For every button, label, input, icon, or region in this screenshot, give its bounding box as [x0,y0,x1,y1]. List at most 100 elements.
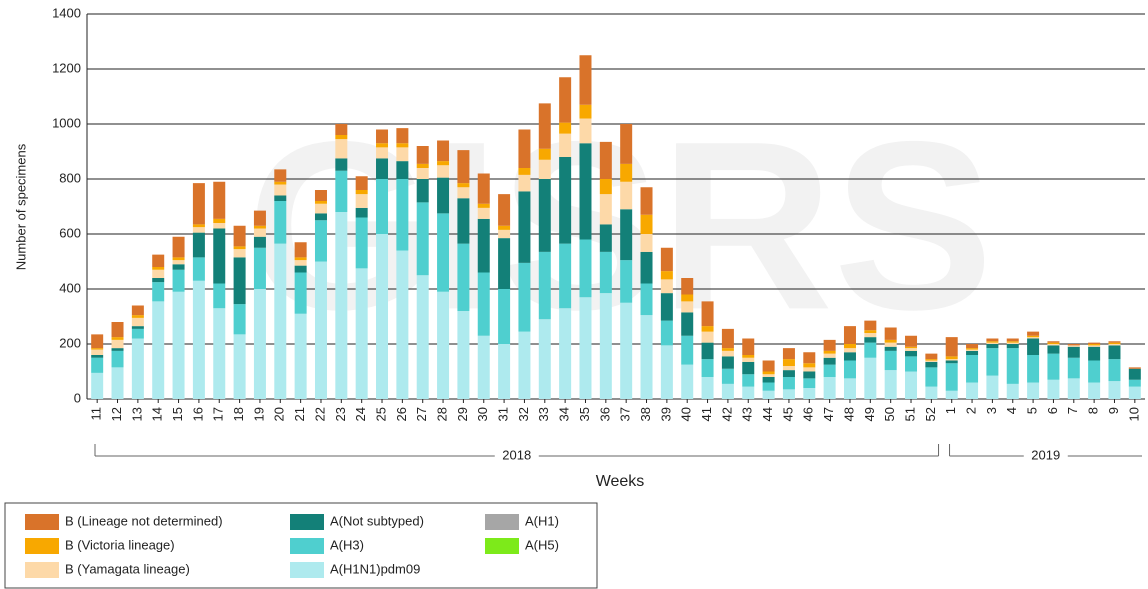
bar-segment [294,272,307,314]
bar-segment [681,364,694,399]
bar-segment [457,150,470,184]
bar-segment [681,335,694,365]
bar-segment [518,331,531,399]
bar-segment [742,386,755,399]
bar-segment [314,261,327,399]
bar-segment [294,265,307,273]
bar-segment [762,360,775,372]
bar-segment [803,388,816,399]
bar-segment [660,345,673,399]
bar-segment [477,173,490,204]
x-tick-label: 49 [862,407,877,421]
x-tick-label: 2 [963,407,978,414]
bar-segment [396,128,409,144]
x-tick-label: 40 [679,407,694,421]
bar-segment [640,315,653,399]
bar-segment [416,163,429,168]
bar-segment [986,342,999,344]
bar-segment [1006,383,1019,399]
bar-segment [172,260,185,265]
x-tick-label: 20 [272,407,287,421]
bar-segment [498,225,511,230]
bar-segment [579,297,592,399]
bar-segment [843,326,856,344]
bar-segment [274,181,287,185]
bar-segment [660,247,673,272]
bar-segment [437,140,450,162]
bar-segment [579,143,592,240]
year-label-bg [1023,448,1068,464]
bar-segment [620,163,633,182]
x-tick-label: 27 [414,407,429,421]
x-tick-label: 14 [150,407,165,421]
bar-segment [905,356,918,372]
bar-segment [416,179,429,203]
bar-segment [823,353,836,358]
bar-segment [762,371,775,375]
bar-segment [782,370,795,377]
bar-segment [986,375,999,399]
legend-swatch [485,538,519,554]
bar-segment [314,213,327,221]
bar-segment [945,337,958,357]
bar-segment [1006,348,1019,384]
bar-segment [131,338,144,399]
legend-swatch [290,538,324,554]
y-tick-label: 400 [59,280,81,295]
legend-swatch [25,538,59,554]
bar-segment [579,118,592,144]
bar-segment [966,350,979,355]
bar-segment [1128,367,1141,369]
bar-segment [599,224,612,252]
x-tick-label: 47 [821,407,836,421]
bar-segment [192,183,205,225]
x-tick-label: 50 [882,407,897,421]
bar-segment [1088,346,1101,361]
bar-segment [599,293,612,399]
bar-segment [1128,368,1141,380]
x-tick-label: 31 [496,407,511,421]
bar-segment [253,225,266,229]
bar-segment [905,371,918,399]
bar-segment [1006,341,1019,343]
bar-segment [884,327,897,340]
legend-swatch [290,514,324,530]
bar-segment [233,246,246,250]
bar-segment [742,357,755,362]
bar-segment [152,301,165,399]
bar-segment [620,209,633,261]
bar-segment [925,367,938,387]
bar-segment [274,201,287,244]
bar-segment [152,282,165,302]
x-tick-label: 30 [475,407,490,421]
bar-segment [1088,360,1101,383]
bar-segment [843,378,856,399]
x-tick-label: 35 [577,407,592,421]
bar-segment [131,305,144,316]
bar-segment [91,334,104,349]
bar-segment [966,344,979,349]
bar-segment [294,260,307,266]
bar-segment [1108,344,1121,346]
bar-segment [640,187,653,215]
bar-segment [559,157,572,244]
y-axis-title: Number of specimens [13,143,28,270]
x-tick-label: 1 [943,407,958,414]
bar-segment [294,313,307,399]
bar-segment [823,357,836,365]
bar-segment [538,251,551,320]
bar-segment [91,355,104,358]
bar-segment [986,344,999,349]
x-tick-label: 43 [740,407,755,421]
bar-segment [91,357,104,373]
bar-segment [253,289,266,399]
bar-segment [762,390,775,399]
bar-segment [945,390,958,399]
bar-segment [782,389,795,399]
bar-segment [905,350,918,357]
x-tick-label: 34 [557,407,572,421]
bar-segment [131,326,144,329]
bar-segment [1027,335,1040,338]
bar-segment [864,333,877,338]
bar-segment [884,370,897,399]
